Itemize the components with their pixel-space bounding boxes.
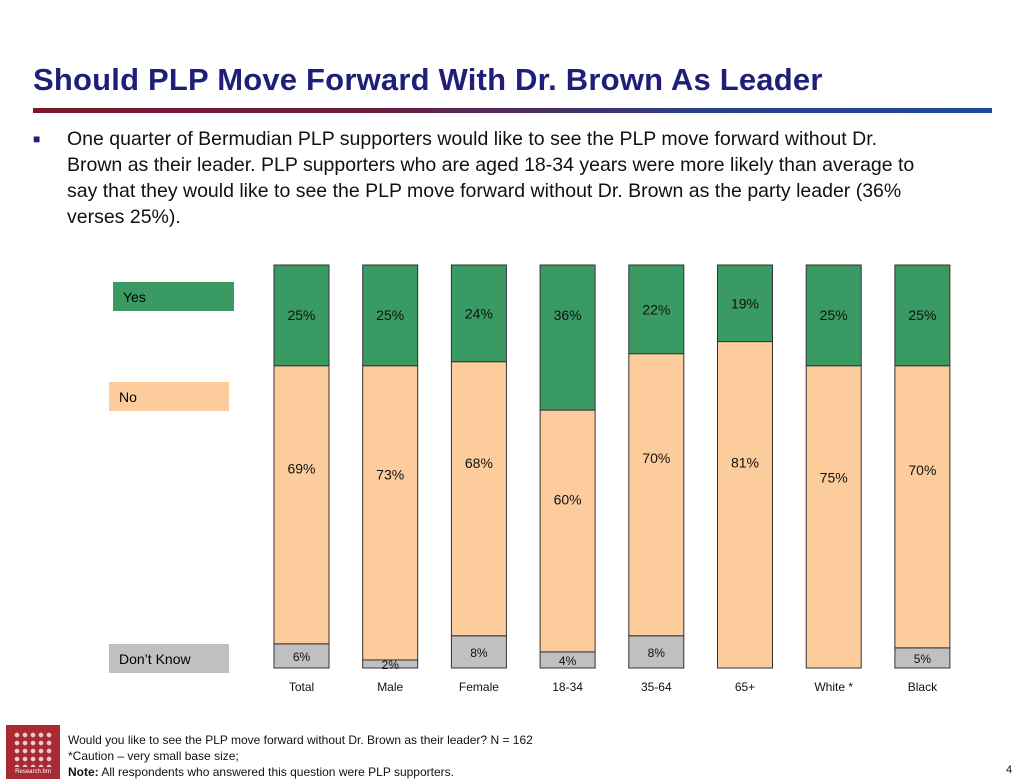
data-label-0-3: 4%	[559, 654, 577, 668]
page-title: Should PLP Move Forward With Dr. Brown A…	[33, 62, 823, 97]
legend-yes: Yes	[113, 282, 234, 311]
bullet-square-icon: ■	[33, 132, 41, 146]
footnote-note-text: All respondents who answered this questi…	[98, 765, 454, 779]
category-label-6: White *	[814, 680, 853, 694]
category-label-4: 35-64	[641, 680, 672, 694]
category-label-7: Black	[908, 680, 938, 694]
legend-dont-know-label: Don’t Know	[119, 650, 191, 667]
bar-segment-2-1	[362, 264, 419, 367]
bar-segment-1-3	[539, 409, 596, 653]
category-label-2: Female	[459, 680, 499, 694]
footnote-note: Note: All respondents who answered this …	[68, 765, 454, 779]
logo-dot-grid	[13, 731, 53, 767]
bar-segment-1-5	[717, 341, 773, 669]
data-label-1-4: 70%	[642, 450, 670, 466]
bar-segment-2-0	[273, 264, 330, 367]
bar-segment-2-5	[717, 264, 773, 343]
summary-bullet: One quarter of Bermudian PLP supporters …	[67, 128, 915, 228]
legend-no-label: No	[119, 388, 137, 405]
bar-segment-1-0	[273, 365, 330, 645]
category-label-5: 65+	[735, 680, 755, 694]
data-label-2-3: 36%	[554, 307, 582, 323]
data-label-1-2: 68%	[465, 455, 493, 471]
data-label-1-5: 81%	[731, 454, 759, 470]
data-label-2-7: 25%	[908, 307, 936, 323]
bar-segment-2-4	[628, 264, 685, 355]
logo-brand-text: Research.bm	[15, 769, 51, 775]
data-label-0-1: 2%	[382, 658, 400, 672]
data-label-2-0: 25%	[287, 307, 315, 323]
data-label-2-1: 25%	[376, 307, 404, 323]
bar-segment-2-2	[450, 264, 507, 363]
data-label-0-2: 8%	[470, 646, 488, 660]
page-number: 4	[1006, 764, 1013, 776]
footnote-question: Would you like to see the PLP move forwa…	[68, 733, 533, 747]
bar-segment-2-6	[805, 264, 862, 367]
bar-segment-1-2	[450, 361, 507, 637]
bar-segment-1-1	[362, 365, 419, 661]
data-label-1-7: 70%	[908, 462, 936, 478]
data-label-1-3: 60%	[554, 492, 582, 508]
data-label-0-0: 6%	[293, 650, 311, 664]
research-bm-logo: Research.bm	[6, 725, 60, 779]
bar-segment-2-7	[894, 264, 951, 367]
bar-segment-1-4	[628, 353, 685, 637]
category-label-1: Male	[377, 680, 403, 694]
legend-no: No	[109, 382, 229, 411]
data-label-1-1: 73%	[376, 467, 404, 483]
data-label-2-2: 24%	[465, 305, 493, 321]
category-label-3: 18-34	[552, 680, 583, 694]
data-label-0-4: 8%	[648, 646, 666, 660]
data-label-2-4: 22%	[642, 301, 670, 317]
bar-segment-2-3	[539, 264, 596, 411]
bar-segment-0-0	[273, 643, 330, 669]
data-label-1-0: 69%	[287, 461, 315, 477]
legend-dont-know: Don’t Know	[109, 644, 229, 673]
data-label-1-6: 75%	[820, 470, 848, 486]
bar-segment-1-6	[805, 365, 862, 669]
data-label-0-7: 5%	[914, 652, 932, 666]
footnote-caution: *Caution – very small base size;	[68, 749, 239, 763]
data-label-2-5: 19%	[731, 295, 759, 311]
bar-segment-1-7	[894, 365, 951, 649]
footnote-note-label: Note:	[68, 765, 99, 779]
category-label-0: Total	[289, 680, 314, 694]
title-divider	[33, 108, 992, 113]
data-label-2-6: 25%	[820, 307, 848, 323]
legend-yes-label: Yes	[123, 288, 146, 305]
